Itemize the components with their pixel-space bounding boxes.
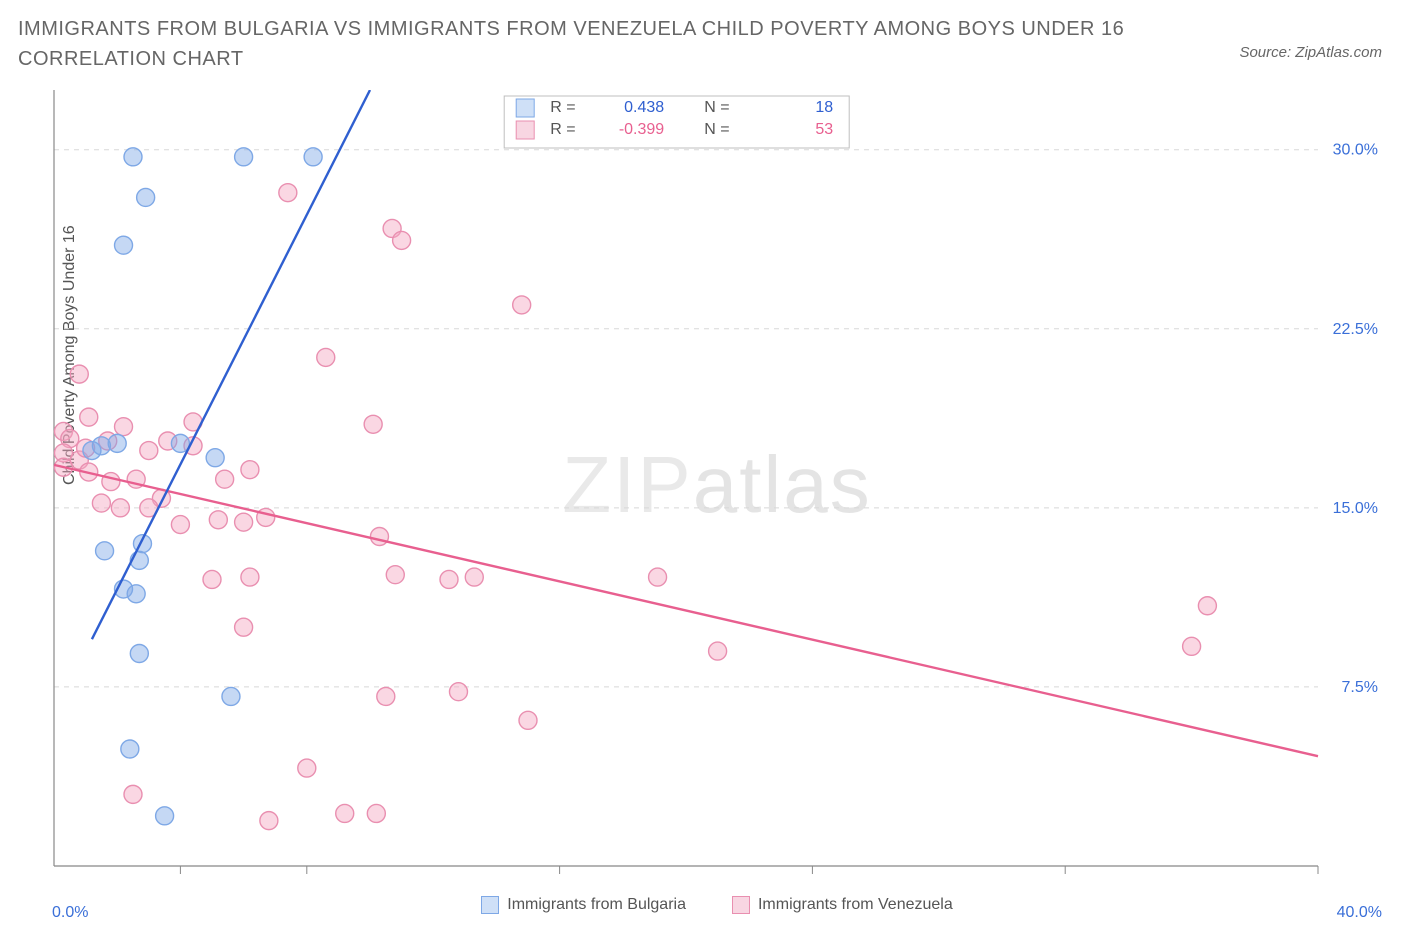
chart-title: IMMIGRANTS FROM BULGARIA VS IMMIGRANTS F… [18, 14, 1156, 74]
source-label: Source: ZipAtlas.com [1239, 44, 1382, 61]
legend-label-b: Immigrants from Venezuela [758, 896, 953, 914]
svg-text:R =: R = [550, 99, 575, 116]
legend-group: Immigrants from Bulgaria Immigrants from… [481, 896, 952, 914]
svg-text:15.0%: 15.0% [1333, 500, 1378, 517]
bottom-legend: 0.0% Immigrants from Bulgaria Immigrants… [52, 888, 1382, 922]
svg-text:N =: N = [704, 99, 729, 116]
x-axis-max-label: 40.0% [1337, 904, 1382, 922]
svg-text:53: 53 [815, 121, 833, 138]
svg-text:30.0%: 30.0% [1333, 142, 1378, 159]
svg-text:-0.399: -0.399 [619, 121, 664, 138]
svg-text:18: 18 [815, 99, 833, 116]
plot-area: Child Poverty Among Boys Under 16 ZIPatl… [52, 90, 1382, 880]
svg-text:22.5%: 22.5% [1333, 321, 1378, 338]
legend-item-venezuela: Immigrants from Venezuela [732, 896, 953, 914]
svg-text:N =: N = [704, 121, 729, 138]
legend-item-bulgaria: Immigrants from Bulgaria [481, 896, 686, 914]
legend-label-a: Immigrants from Bulgaria [507, 896, 686, 914]
scatter-chart: 7.5% 15.0% 22.5% 30.0% R = 0.438 N = 18 R = -0.39… [52, 90, 1382, 880]
x-axis-min-label: 0.0% [52, 904, 88, 922]
svg-text:R =: R = [550, 121, 575, 138]
svg-text:0.438: 0.438 [624, 99, 664, 116]
legend-swatch-b [732, 896, 750, 914]
legend-swatch-a [481, 896, 499, 914]
svg-text:7.5%: 7.5% [1342, 679, 1378, 696]
